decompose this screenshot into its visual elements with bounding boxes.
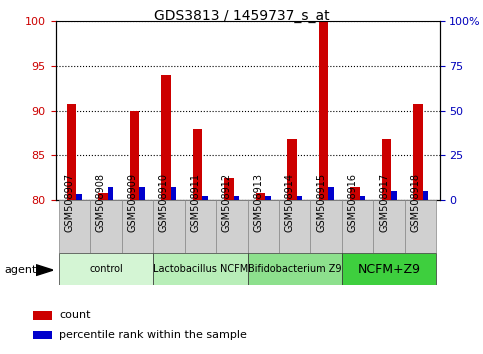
Bar bbox=[108, 187, 114, 200]
Bar bbox=[224, 178, 234, 200]
Bar bbox=[279, 200, 311, 253]
Bar bbox=[342, 200, 373, 253]
Bar bbox=[413, 104, 423, 200]
Bar bbox=[287, 139, 297, 200]
Bar bbox=[311, 200, 342, 253]
Bar bbox=[33, 311, 53, 320]
Bar bbox=[33, 331, 53, 339]
Bar bbox=[256, 193, 265, 200]
Bar bbox=[193, 129, 202, 200]
Bar bbox=[297, 195, 302, 200]
Text: GSM508909: GSM508909 bbox=[128, 173, 137, 232]
Bar bbox=[405, 200, 436, 253]
Text: GDS3813 / 1459737_s_at: GDS3813 / 1459737_s_at bbox=[154, 9, 329, 23]
Text: GSM508910: GSM508910 bbox=[159, 173, 169, 232]
Bar bbox=[185, 200, 216, 253]
Bar bbox=[171, 187, 176, 200]
Bar bbox=[216, 200, 248, 253]
Bar bbox=[59, 253, 153, 285]
Text: GSM508917: GSM508917 bbox=[379, 173, 389, 232]
Text: count: count bbox=[59, 310, 90, 320]
Bar bbox=[59, 200, 90, 253]
Text: Lactobacillus NCFM: Lactobacillus NCFM bbox=[153, 264, 248, 274]
Bar bbox=[76, 194, 82, 200]
Bar bbox=[139, 187, 145, 200]
Polygon shape bbox=[36, 265, 53, 275]
Text: percentile rank within the sample: percentile rank within the sample bbox=[59, 330, 247, 340]
Text: GSM508908: GSM508908 bbox=[96, 173, 106, 232]
Text: GSM508913: GSM508913 bbox=[253, 173, 263, 232]
Text: Bifidobacterium Z9: Bifidobacterium Z9 bbox=[248, 264, 341, 274]
Text: GSM508914: GSM508914 bbox=[285, 173, 295, 232]
Bar bbox=[99, 193, 108, 200]
Text: NCFM+Z9: NCFM+Z9 bbox=[358, 263, 421, 275]
Bar bbox=[248, 200, 279, 253]
Bar bbox=[350, 187, 359, 200]
Bar bbox=[248, 253, 342, 285]
Bar bbox=[423, 191, 428, 200]
Bar bbox=[234, 195, 240, 200]
Text: GSM508911: GSM508911 bbox=[190, 173, 200, 232]
Bar bbox=[359, 195, 365, 200]
Bar bbox=[265, 196, 271, 200]
Bar bbox=[391, 191, 397, 200]
Bar bbox=[342, 253, 436, 285]
Bar bbox=[153, 200, 185, 253]
Text: control: control bbox=[89, 264, 123, 274]
Bar bbox=[153, 253, 248, 285]
Bar bbox=[328, 187, 334, 200]
Text: GSM508915: GSM508915 bbox=[316, 173, 326, 232]
Text: agent: agent bbox=[5, 265, 37, 275]
Text: GSM508916: GSM508916 bbox=[348, 173, 358, 232]
Bar bbox=[90, 200, 122, 253]
Bar bbox=[130, 110, 139, 200]
Bar bbox=[382, 139, 391, 200]
Bar bbox=[319, 21, 328, 200]
Bar bbox=[67, 104, 76, 200]
Text: GSM508907: GSM508907 bbox=[64, 173, 74, 232]
Bar bbox=[202, 195, 208, 200]
Text: GSM508912: GSM508912 bbox=[222, 173, 232, 232]
Bar bbox=[161, 75, 171, 200]
Bar bbox=[373, 200, 405, 253]
Text: GSM508918: GSM508918 bbox=[411, 173, 421, 232]
Bar bbox=[122, 200, 153, 253]
